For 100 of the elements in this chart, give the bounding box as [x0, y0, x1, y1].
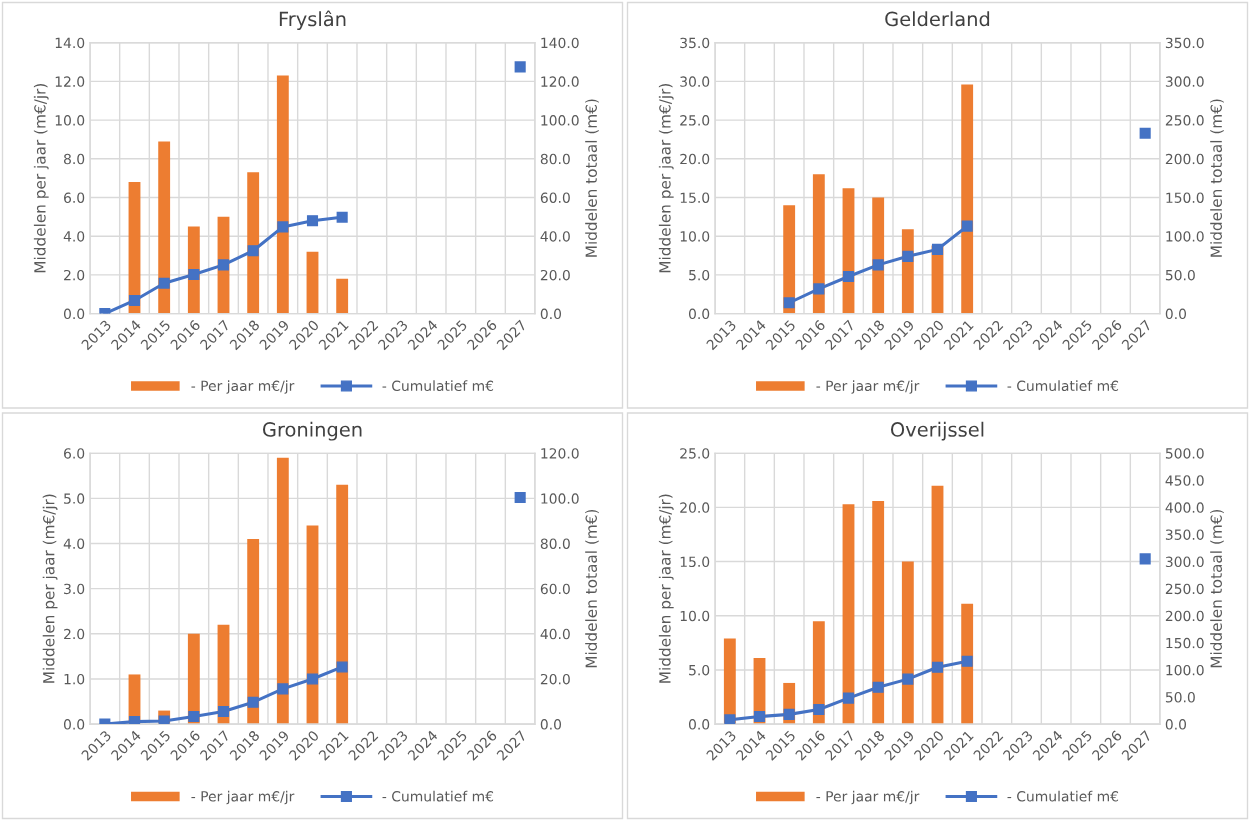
point [842, 270, 855, 283]
y2-tick-label: 40.0 [540, 628, 570, 640]
point [902, 673, 914, 685]
y2-tick-label: 80.0 [540, 153, 570, 165]
bar [158, 141, 171, 314]
point [306, 215, 319, 227]
point [961, 220, 973, 232]
bar [842, 504, 855, 725]
y2-tick-label: 40.0 [540, 231, 570, 242]
y2-tick-label: 100.0 [1166, 231, 1204, 242]
point [931, 661, 944, 673]
y2-tick-label: 0.0 [540, 719, 562, 730]
bar [872, 500, 885, 725]
bar [247, 172, 260, 314]
y-tick-label: 2.0 [64, 628, 85, 640]
point [158, 715, 170, 725]
y-tick-label: 1.0 [64, 673, 85, 685]
y2-tick-label: 200.0 [1165, 610, 1204, 622]
point [306, 673, 319, 685]
y2-tick-label: 100.0 [541, 115, 579, 126]
y2-tick-label: 100.0 [1166, 664, 1204, 676]
legend-label: - Per jaar m€/jr [191, 380, 295, 394]
y2-tick-label: 120.0 [541, 448, 579, 459]
y2-tick-label: 450.0 [1165, 475, 1204, 486]
y-tick-label: 5.0 [64, 493, 85, 504]
legend-label: - Cumulatief m€ [1007, 790, 1119, 802]
y-axis-title: Middelen per jaar (m€/jr) [33, 84, 49, 273]
point [872, 259, 884, 271]
y2-axis-title: Middelen totaal (m€) [1210, 99, 1224, 257]
y2-tick-label: 250.0 [1165, 115, 1204, 126]
y2-tick-label: 350.0 [1165, 37, 1204, 49]
bar [812, 621, 825, 725]
point [753, 710, 766, 723]
y-tick-label: 5.0 [689, 269, 710, 281]
y2-tick-label: 300.0 [1165, 556, 1204, 568]
point [783, 708, 795, 720]
bar [812, 174, 825, 314]
y2-tick-label: 500.0 [1165, 448, 1204, 459]
point [1139, 127, 1151, 139]
y-axis-title: Middelen per jaar (m€/jr) [658, 84, 674, 273]
y-tick-label: 10.0 [680, 231, 710, 242]
y2-tick-label: 200.0 [1165, 153, 1204, 165]
y-tick-label: 10.0 [680, 610, 710, 622]
point [277, 221, 289, 233]
y-tick-label: 0.0 [63, 719, 85, 730]
point [872, 681, 884, 693]
chart-title: Overijssel [890, 421, 984, 441]
bar [336, 484, 349, 725]
y-tick-label: 15.0 [680, 556, 710, 568]
y2-tick-label: 0.0 [1165, 308, 1187, 320]
y-tick-label: 20.0 [680, 153, 710, 165]
y-tick-label: 6.0 [64, 192, 85, 203]
y-axis-title: Middelen per jaar (m€/jr) [42, 494, 58, 683]
y-tick-label: 6.0 [64, 448, 85, 459]
y-tick-label: 2.0 [64, 269, 85, 281]
point [514, 61, 526, 73]
y-tick-label: 4.0 [63, 231, 85, 242]
point [902, 250, 914, 262]
legend-label: - Per jaar m€/jr [191, 790, 295, 805]
y2-tick-label: 60.0 [540, 583, 570, 595]
point [158, 277, 170, 289]
point [247, 245, 259, 257]
y-tick-label: 10.0 [55, 115, 85, 126]
y2-tick-label: 20.0 [540, 269, 570, 281]
y2-tick-label: 20.0 [540, 673, 570, 685]
y-tick-label: 25.0 [680, 448, 710, 459]
y2-tick-label: 80.0 [540, 538, 570, 549]
bar [306, 525, 319, 725]
point [724, 714, 736, 725]
legend-label: - Cumulatief m€ [382, 790, 494, 802]
point [217, 705, 230, 718]
bar [276, 457, 289, 725]
y2-tick-label: 50.0 [1165, 269, 1195, 281]
y2-tick-label: 150.0 [1166, 637, 1204, 649]
point [247, 696, 259, 708]
y2-tick-label: 140.0 [541, 37, 579, 49]
y2-axis-title: Middelen totaal (m€) [585, 509, 599, 668]
chart-title: Fryslân [279, 10, 346, 31]
y2-tick-label: 300.0 [1165, 76, 1204, 87]
y2-tick-label: 250.0 [1165, 583, 1204, 595]
point [336, 211, 348, 223]
y-tick-label: 20.0 [680, 502, 710, 513]
point [931, 243, 944, 255]
bar [931, 485, 944, 725]
y2-tick-label: 0.0 [540, 308, 562, 320]
y2-axis-title: Middelen totaal (m€) [585, 99, 599, 257]
point [128, 294, 141, 307]
point [514, 491, 526, 504]
chart-title: Gelderland [885, 11, 990, 27]
point [188, 710, 200, 723]
y-tick-label: 5.0 [689, 664, 710, 676]
y-tick-label: 4.0 [63, 538, 85, 549]
y-tick-label: 8.0 [63, 153, 85, 165]
point [277, 683, 289, 695]
bar [247, 538, 260, 725]
legend-label: - Cumulatief m€ [1007, 380, 1119, 392]
y2-tick-label: 60.0 [540, 192, 570, 203]
bar [901, 561, 914, 725]
point [217, 259, 230, 271]
y2-tick-label: 150.0 [1166, 192, 1204, 203]
